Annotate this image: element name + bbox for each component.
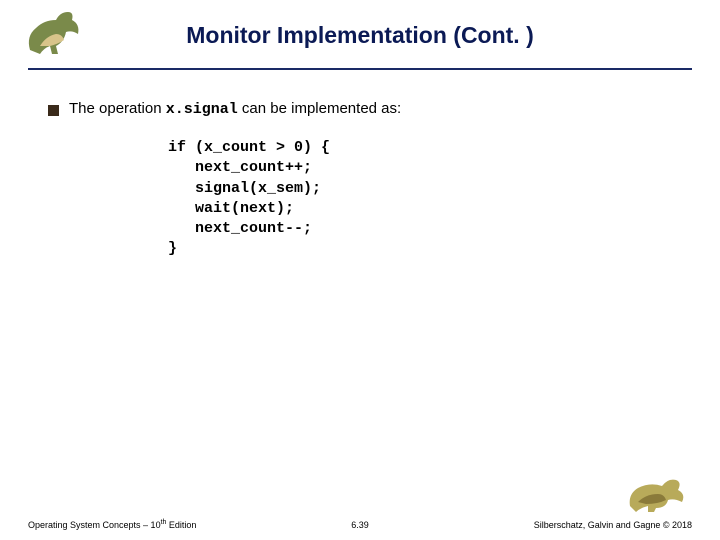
footer-page-number: 6.39	[351, 520, 369, 530]
slide: Monitor Implementation (Cont. ) The oper…	[0, 0, 720, 540]
bullet-square-icon	[48, 105, 59, 116]
code-block: if (x_count > 0) { next_count++; signal(…	[168, 138, 672, 260]
bullet-item: The operation x.signal can be implemente…	[48, 100, 672, 118]
dinosaur-logo-top-icon	[22, 6, 92, 58]
dinosaur-logo-bottom-icon	[626, 472, 690, 512]
bullet-text-post: can be implemented as:	[238, 100, 401, 117]
footer: Operating System Concepts – 10th Edition…	[0, 519, 720, 530]
header: Monitor Implementation (Cont. )	[28, 0, 692, 70]
content-area: The operation x.signal can be implemente…	[0, 70, 720, 260]
bullet-inline-code: x.signal	[166, 101, 238, 118]
slide-title: Monitor Implementation (Cont. )	[28, 0, 692, 49]
footer-left-post: Edition	[166, 520, 196, 530]
footer-left-pre: Operating System Concepts – 10	[28, 520, 161, 530]
bullet-text: The operation x.signal can be implemente…	[69, 100, 401, 118]
footer-right: Silberschatz, Galvin and Gagne © 2018	[534, 520, 692, 530]
bullet-text-pre: The operation	[69, 100, 166, 117]
footer-left: Operating System Concepts – 10th Edition	[28, 519, 196, 530]
